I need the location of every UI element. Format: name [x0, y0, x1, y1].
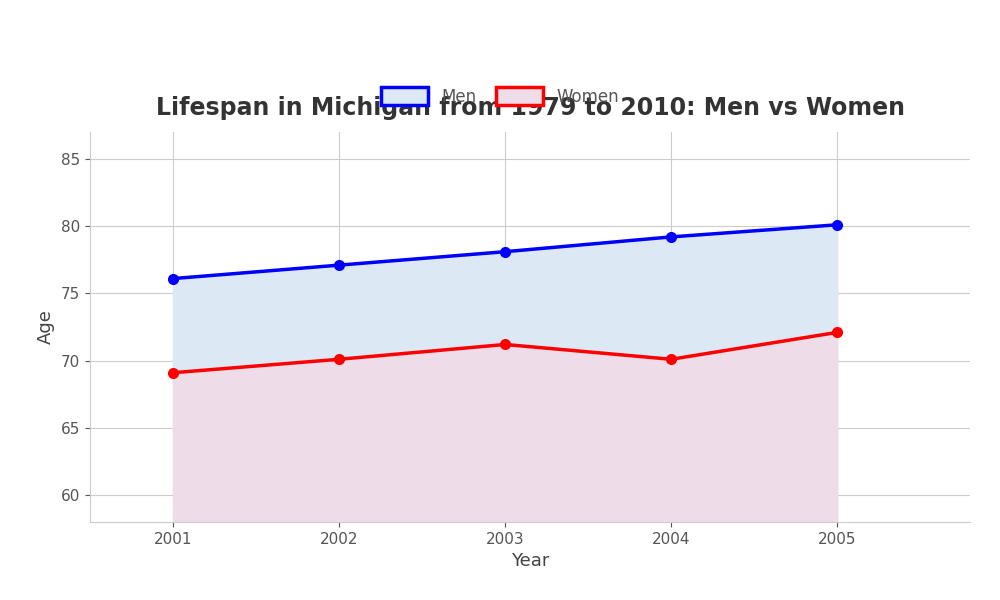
Y-axis label: Age: Age: [37, 310, 55, 344]
Legend: Men, Women: Men, Women: [374, 80, 626, 112]
X-axis label: Year: Year: [511, 552, 549, 570]
Title: Lifespan in Michigan from 1979 to 2010: Men vs Women: Lifespan in Michigan from 1979 to 2010: …: [156, 97, 904, 121]
